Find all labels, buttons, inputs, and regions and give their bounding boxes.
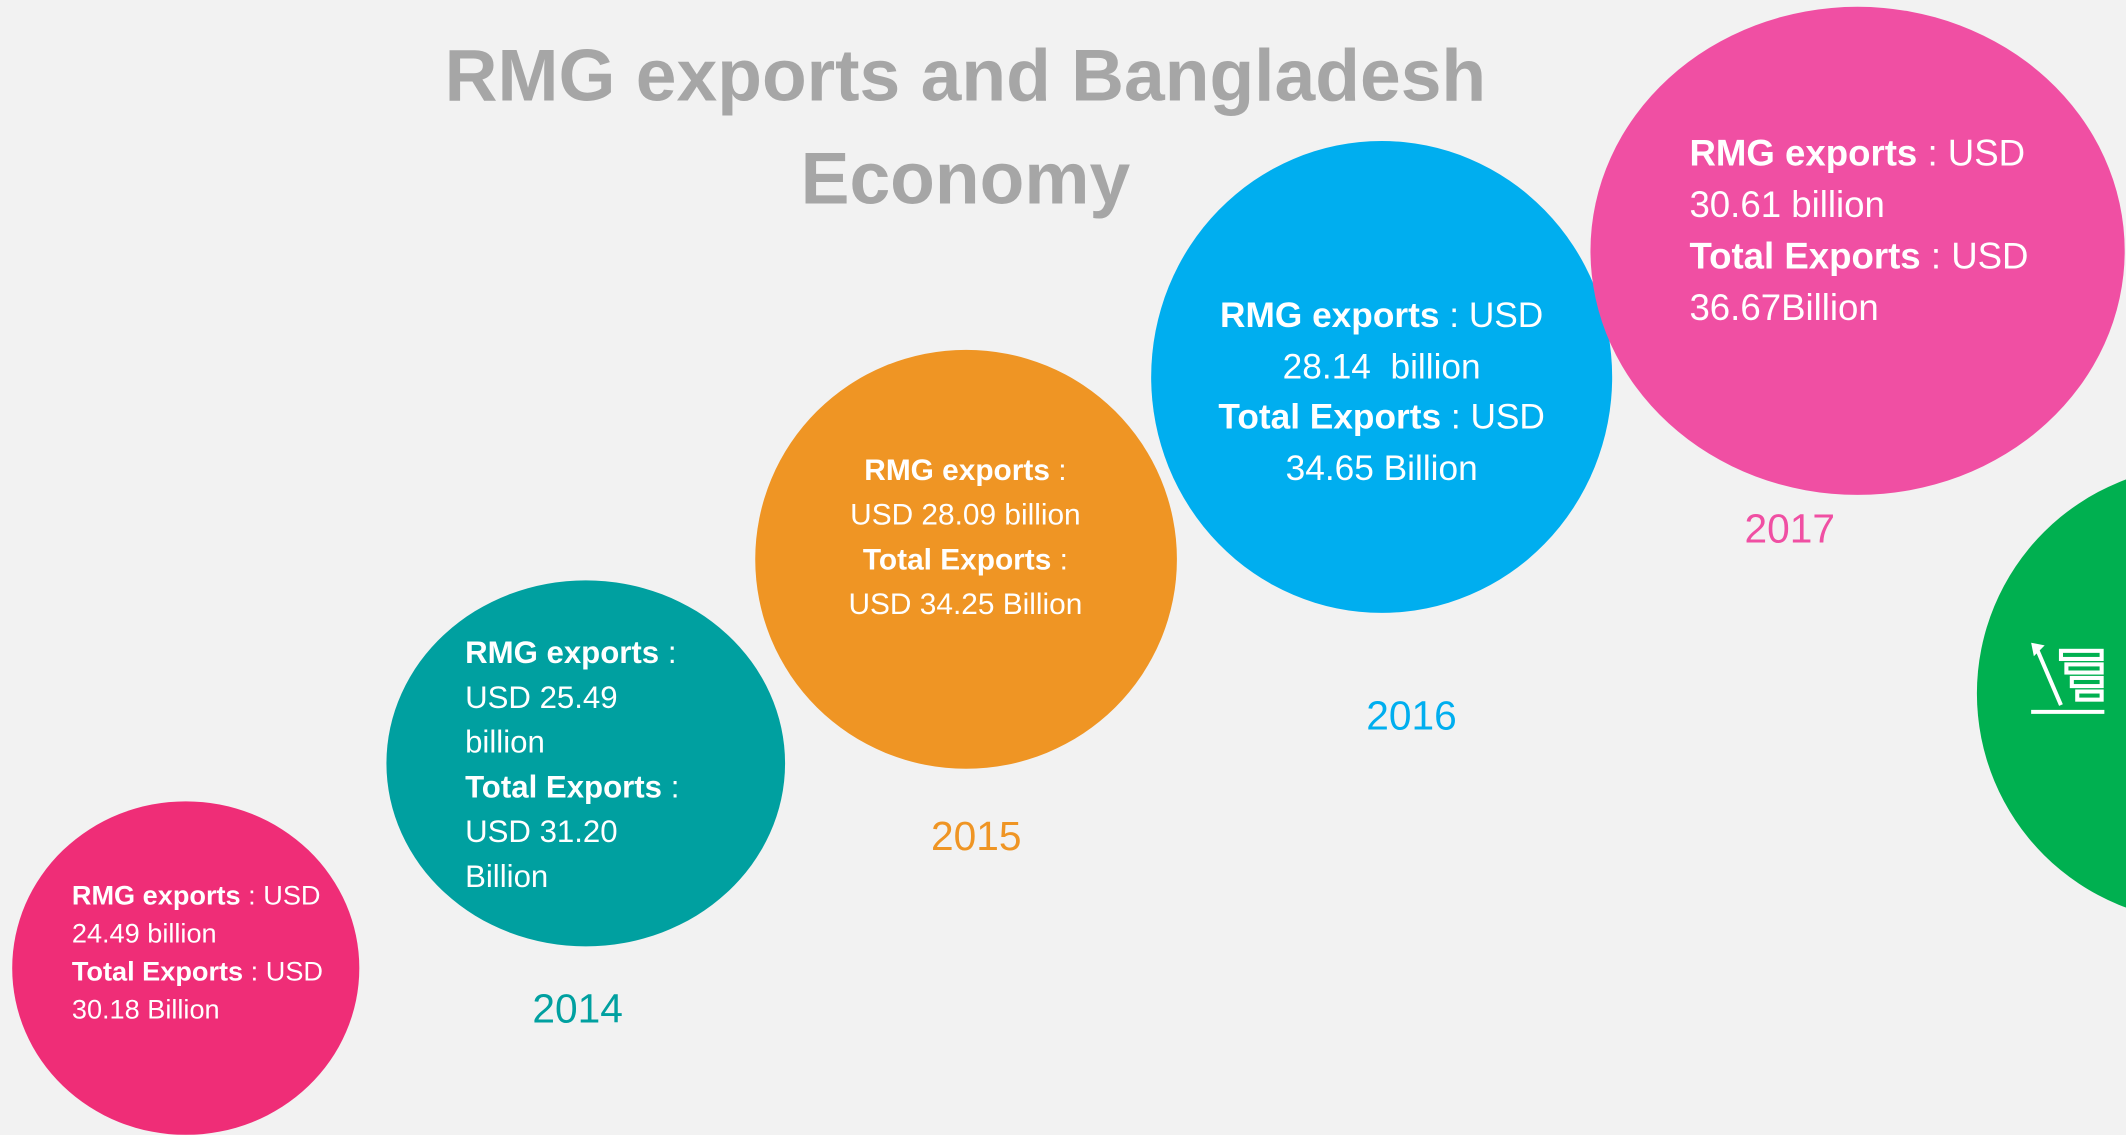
circle-text: RMG exports : USD 28.09 billion Total Ex…	[830, 447, 1101, 626]
title: RMG exports and Bangladesh Economy	[444, 35, 1487, 220]
circle-text: RMG exports : USD 30.61 billion Total Ex…	[1689, 127, 2055, 333]
rmg-label: RMG exports	[1689, 132, 1918, 174]
total-label: Total Exports	[71, 957, 244, 988]
total-value: : USD 36.67Billion	[1689, 235, 2029, 329]
year-label: 2015	[930, 814, 1022, 860]
total-label: Total Exports	[862, 542, 1052, 577]
rmg-label: RMG exports	[864, 452, 1050, 487]
circle-text: RMG exports : USD 24.49 billion Total Ex…	[72, 877, 332, 1029]
rmg-value: : USD 28.09 billion	[850, 452, 1081, 532]
rmg-label: RMG exports	[465, 634, 660, 670]
total-label: Total Exports	[465, 768, 663, 805]
chart-icon	[2031, 642, 2105, 714]
total-value: : USD 34.25 Billion	[848, 542, 1083, 622]
total-label: Total Exports	[1218, 395, 1442, 437]
rmg-label: RMG exports	[1220, 294, 1440, 335]
rmg-value: : USD 24.49 billion	[71, 881, 321, 950]
circle-text: RMG exports : USD 25.49 billion Total Ex…	[465, 630, 693, 898]
rmg-value: : USD 30.61 billion	[1689, 132, 2026, 226]
circle	[386, 580, 786, 947]
circle	[12, 801, 360, 1135]
circle-text: RMG exports : USD 28.14 billion Total Ex…	[1212, 290, 1551, 493]
total-value: : USD 30.18 Billion	[71, 957, 324, 1026]
circle	[755, 349, 1177, 769]
year-label: 2017	[1744, 507, 1836, 552]
circle	[1151, 141, 1613, 613]
year-label: 2016	[1366, 694, 1457, 739]
total-value: : USD 31.20 Billion	[465, 768, 680, 894]
total-label: Total Exports	[1689, 235, 1921, 277]
total-value: : USD 34.65 Billion	[1285, 395, 1545, 488]
rmg-value: : USD 28.14 billion	[1282, 294, 1554, 386]
rmg-value: : USD 25.49 billion	[465, 634, 677, 760]
year-label: 2014	[532, 987, 623, 1032]
circle	[1590, 6, 2125, 495]
rmg-label: RMG exports	[71, 881, 241, 912]
